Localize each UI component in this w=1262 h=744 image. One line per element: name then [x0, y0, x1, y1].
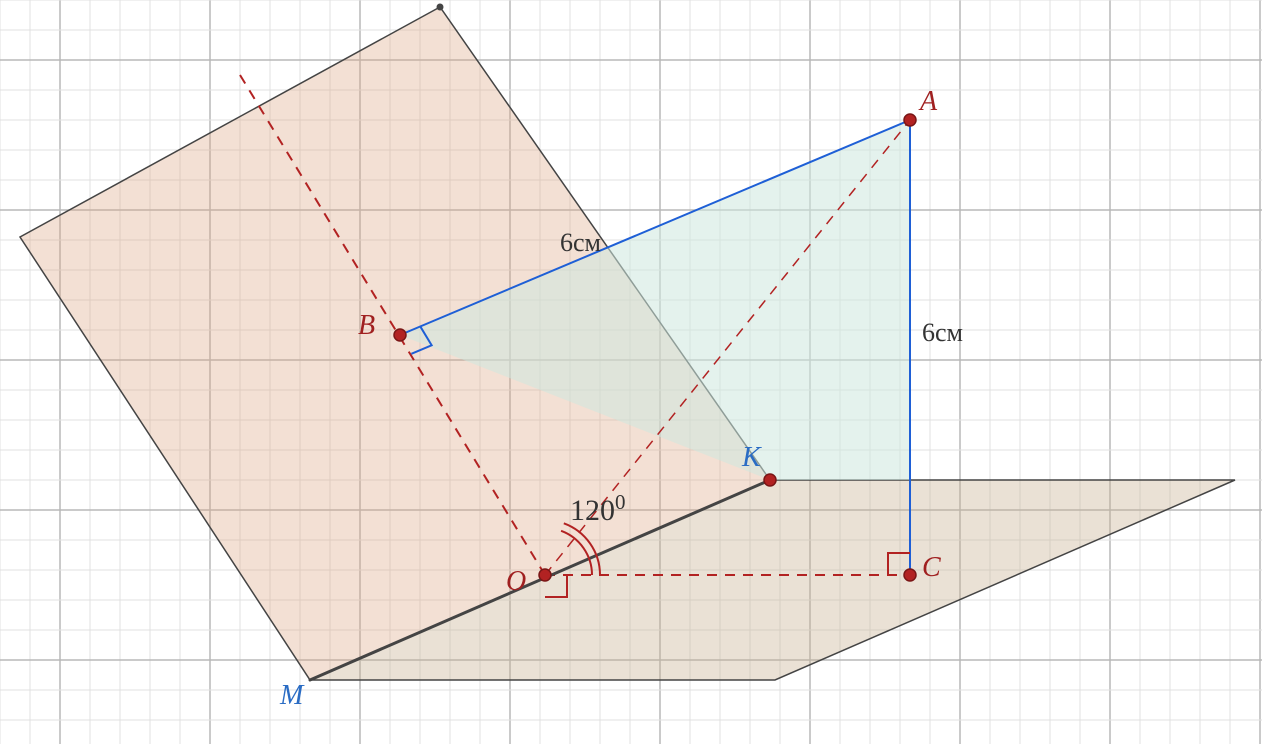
angle-value: 120 — [570, 494, 615, 527]
label-B: B — [358, 310, 375, 342]
diagram-svg — [0, 0, 1262, 744]
label-length-AC: 6см — [922, 318, 963, 348]
label-M: M — [280, 680, 303, 712]
label-A: A — [920, 86, 937, 118]
label-angle: 1200 — [570, 490, 626, 528]
geometry-canvas: A B K O C M 6см 6см 1200 — [0, 0, 1262, 744]
label-length-AB: 6см — [560, 228, 601, 258]
angle-degree-symbol: 0 — [615, 490, 626, 514]
label-O: O — [506, 566, 526, 598]
label-C: C — [922, 552, 941, 584]
label-K: K — [742, 442, 761, 474]
